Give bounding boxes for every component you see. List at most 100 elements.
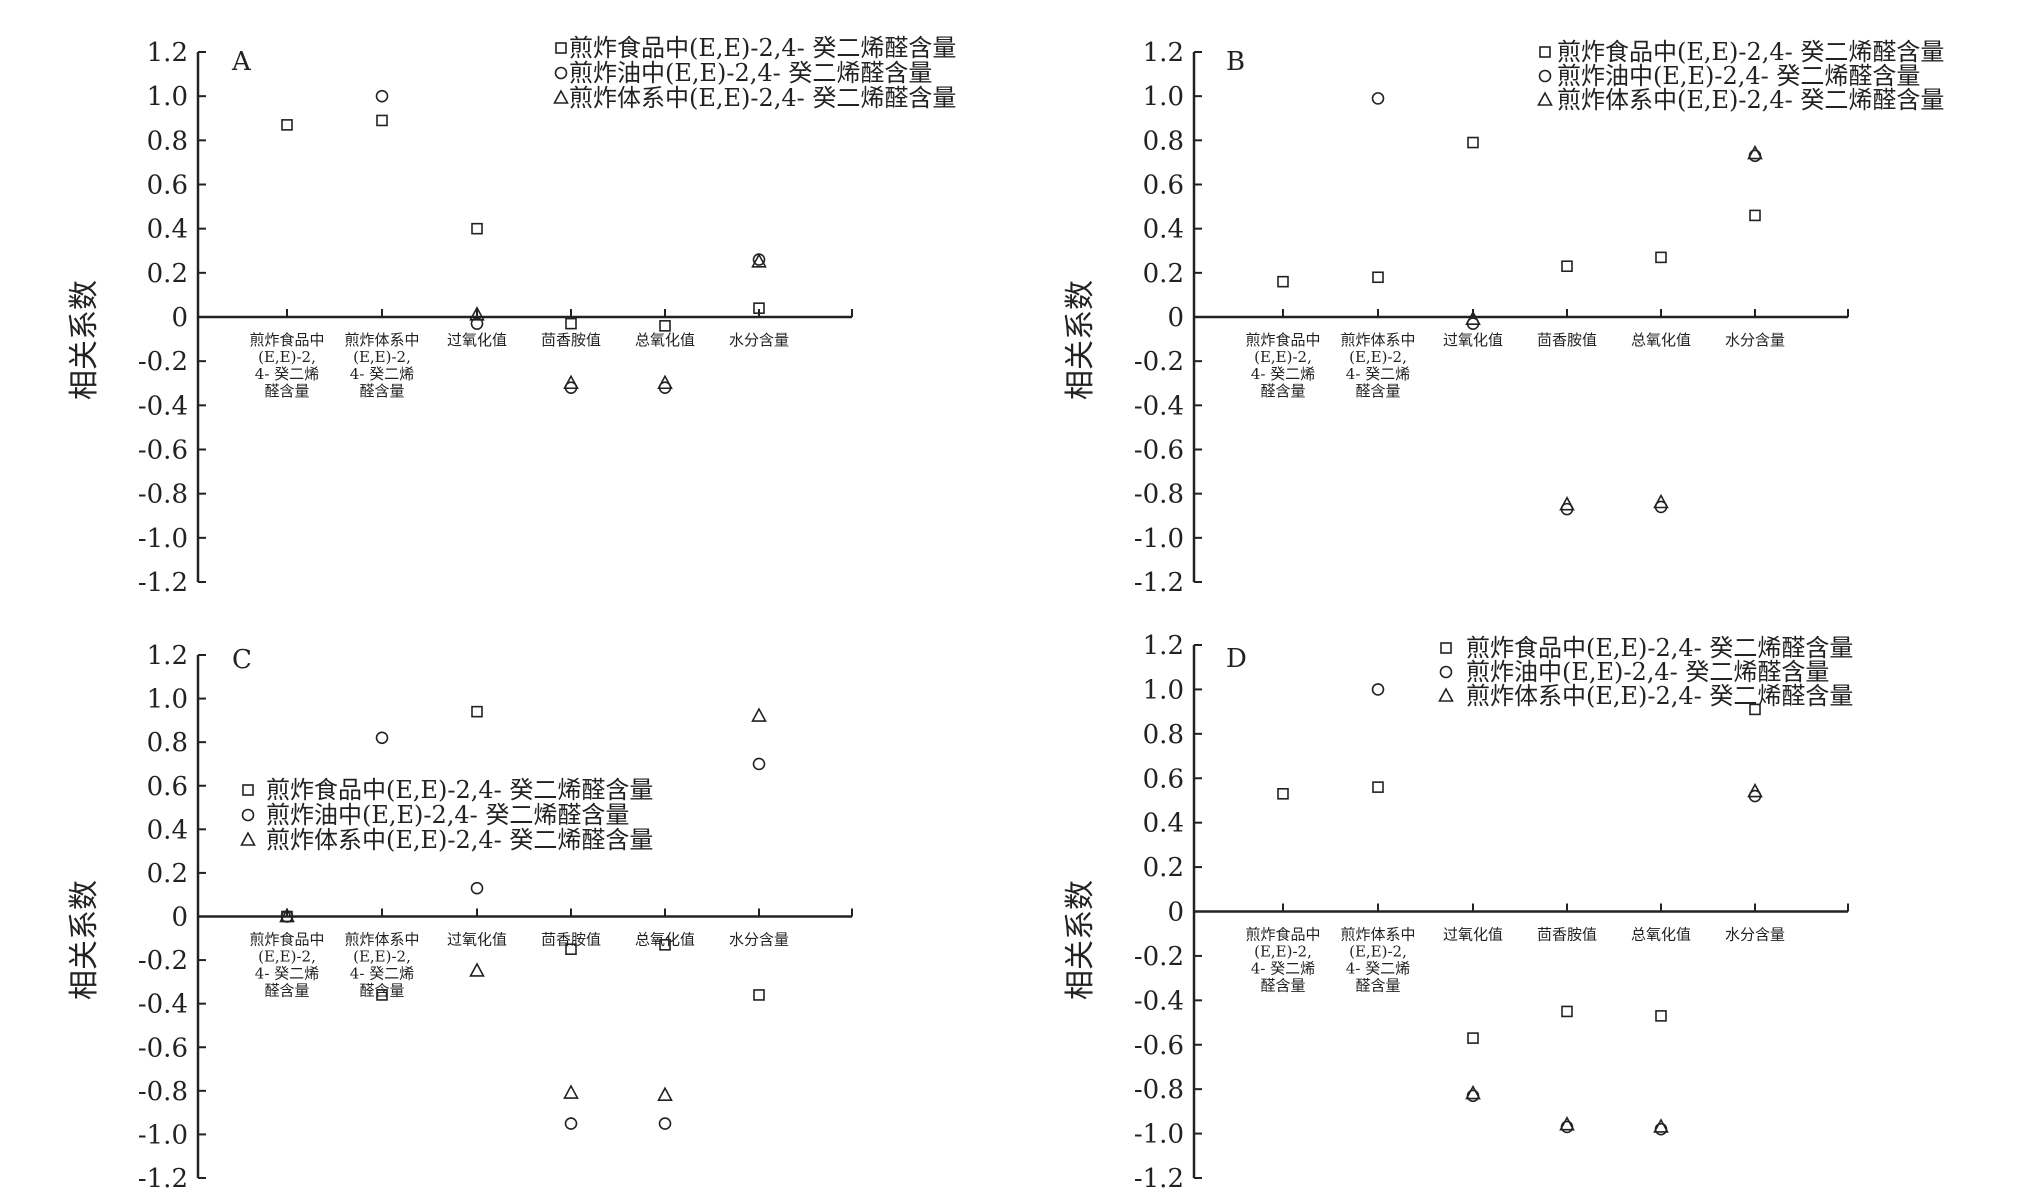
category-label: 醛含量 [264,382,309,400]
legend-label: 煎炸油中(E,E)-2,4- 癸二烯醛含量 [1466,658,1829,686]
category-label: 醛含量 [1260,977,1305,995]
category-label: 煎炸体系中 [1340,331,1415,349]
y-tick-label: 0 [171,903,188,933]
legend-entry: 煎炸食品中(E,E)-2,4- 癸二烯醛含量 [242,776,653,804]
series-square [281,114,765,332]
y-tick-label: -0.2 [1134,347,1184,377]
y-tick-label: 0.8 [1143,126,1184,156]
y-axis-title: 相关系数 [67,880,102,1000]
legend-entry: 煎炸体系中(E,E)-2,4- 癸二烯醛含量 [553,84,956,112]
y-tick-label: -1.2 [138,1164,188,1192]
triangle-marker [1747,144,1763,160]
category-label: 煎炸食品中 [249,331,324,349]
legend-label: 煎炸油中(E,E)-2,4- 癸二烯醛含量 [1557,62,1920,90]
y-tick-label: 0 [1167,898,1184,928]
category-label: 醛含量 [264,982,309,1000]
y-tick-label: -0.4 [1134,986,1184,1016]
category-label: 4- 癸二烯 [1346,365,1410,383]
legend-entry: 煎炸体系中(E,E)-2,4- 癸二烯醛含量 [1537,86,1944,114]
y-tick-label: 0.6 [147,171,188,201]
legend-label: 煎炸食品中(E,E)-2,4- 癸二烯醛含量 [1557,38,1944,66]
square-marker [1539,46,1551,58]
legend-entry: 煎炸食品中(E,E)-2,4- 癸二烯醛含量 [1539,38,1944,66]
square-marker [565,943,577,955]
square-marker [1749,209,1761,222]
circle-marker [375,731,389,745]
category-label: 煎炸体系中 [344,331,419,349]
legend-label: 煎炸体系中(E,E)-2,4- 癸二烯醛含量 [266,826,653,854]
y-tick-label: 0.2 [147,859,188,889]
triangle-marker [240,831,256,846]
triangle-marker [553,89,569,104]
y-axis-title: 相关系数 [1063,280,1098,400]
square-marker [1467,1032,1479,1044]
category-label: 煎炸体系中 [1340,926,1415,944]
legend-label: 煎炸食品中(E,E)-2,4- 癸二烯醛含量 [266,776,653,804]
circle-marker [1748,149,1762,163]
y-tick-label: 1.0 [147,685,188,715]
category-label: 茴香胺值 [541,931,601,949]
legend-entry: 煎炸油中(E,E)-2,4- 癸二烯醛含量 [554,59,932,87]
y-tick-label: 1.2 [1143,631,1184,661]
category-label: 煎炸食品中 [1245,926,1320,944]
circle-marker [375,89,389,103]
triangle-marker [1559,1116,1575,1131]
category-label: (E,E)-2, [1254,943,1312,961]
triangle-marker [751,707,767,722]
y-tick-label: -1.0 [138,524,188,554]
y-tick-label: -0.2 [138,946,188,976]
category-label: 醛含量 [1260,382,1305,400]
square-marker [659,320,671,332]
circle-marker [1371,683,1385,696]
category-label: 水分含量 [1725,331,1785,349]
panel-c: 1.2 1.0 0.8 0.6 0.4 0.2 0 -0.2 -0.4 -0.6 -0.8 -1.0 -… [67,641,853,1192]
circle-marker [554,66,568,80]
series-triangle [1465,144,1763,511]
y-tick-label: 0.8 [147,126,188,156]
square-marker [281,119,293,131]
circle-marker [470,881,484,895]
triangle-marker [1537,91,1553,106]
category-label: (E,E)-2, [353,348,411,366]
category-label: 4- 癸二烯 [350,365,414,383]
square-marker [659,939,671,951]
legend-entry: 煎炸体系中(E,E)-2,4- 癸二烯醛含量 [1438,682,1853,710]
circle-marker [564,1117,578,1130]
triangle-marker [469,962,485,977]
y-tick-label: -0.2 [1134,942,1184,972]
y-tick-label: 0.6 [147,772,188,802]
square-marker [1749,703,1761,716]
legend-label: 煎炸食品中(E,E)-2,4- 癸二烯醛含量 [569,34,956,62]
category-label: (E,E)-2, [1349,943,1407,961]
y-tick-label: 1.0 [1143,675,1184,705]
y-axis-title: 相关系数 [67,280,102,400]
y-tick-label: 0 [171,303,188,333]
series-circle [280,731,766,1130]
y-tick-label: -1.0 [1134,524,1184,554]
panel-label: D [1226,644,1247,674]
y-tick-label: 0.4 [1143,809,1184,839]
triangle-marker [1653,493,1669,509]
y-tick-label: 0.4 [147,215,188,245]
category-label: 水分含量 [729,331,789,349]
y-tick-label: 0.6 [1143,171,1184,201]
category-label: (E,E)-2, [353,948,411,966]
y-tick-label: 1.2 [1143,38,1184,68]
legend-label: 煎炸油中(E,E)-2,4- 癸二烯醛含量 [569,59,932,87]
legend-entry: 煎炸油中(E,E)-2,4- 癸二烯醛含量 [1439,658,1829,686]
square-marker [565,317,577,330]
triangle-marker [563,1084,579,1099]
category-label: 醛含量 [359,382,404,400]
category-label: 总氧化值 [1631,331,1691,349]
category-label: 煎炸体系中 [344,931,419,949]
y-tick-label: -0.6 [1134,1031,1184,1061]
y-tick-label: 0 [1167,303,1184,333]
category-label: 4- 癸二烯 [1251,960,1315,978]
circle-marker [658,1117,672,1130]
category-label: 水分含量 [729,931,789,949]
square-marker [753,989,765,1001]
square-marker [753,302,765,314]
square-marker [1277,787,1289,800]
